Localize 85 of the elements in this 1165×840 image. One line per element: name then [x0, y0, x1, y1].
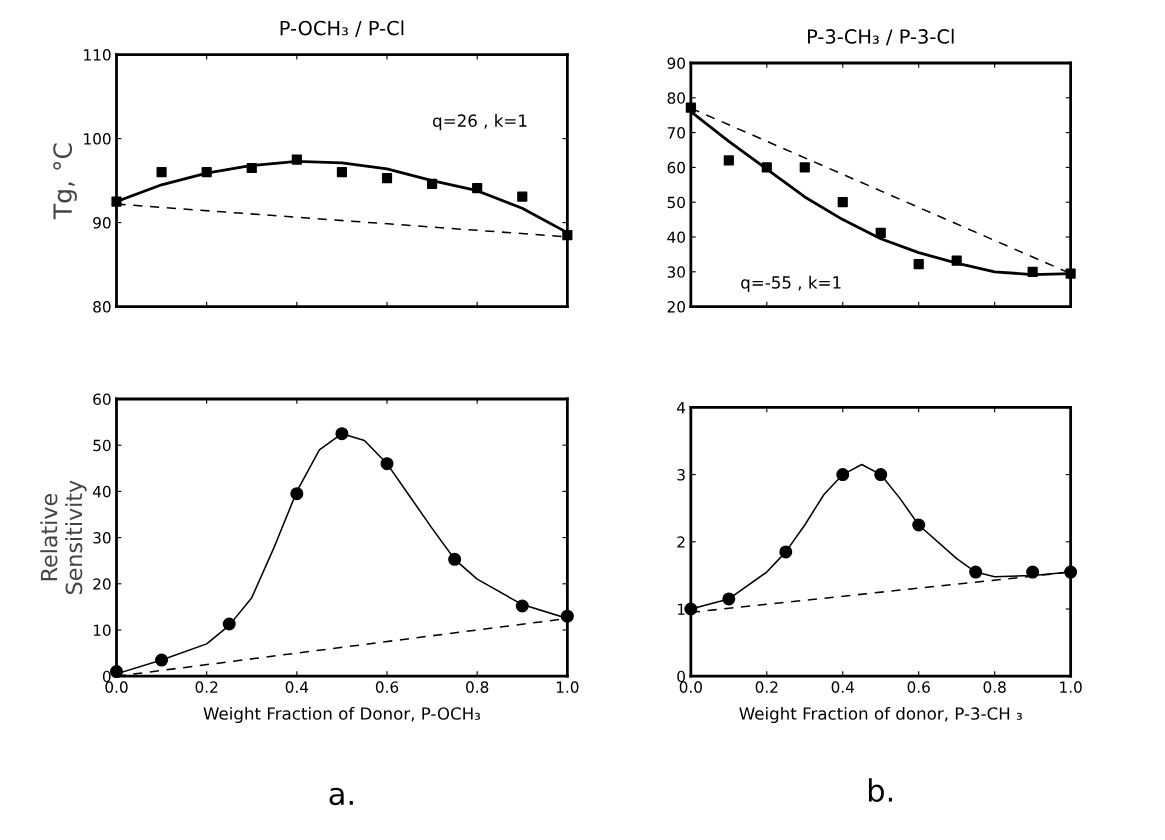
- point: [111, 196, 122, 207]
- y-tick-label: 90: [667, 57, 685, 70]
- point: [799, 162, 810, 173]
- y-tick-label: 30: [93, 532, 111, 544]
- y-tick-label: 60: [667, 161, 685, 174]
- point: [291, 154, 302, 165]
- point: [380, 457, 394, 471]
- point: [875, 227, 886, 238]
- x-axis-title: Weight Fraction of Donor, P-OCH₃: [203, 706, 481, 724]
- point: [779, 545, 793, 559]
- x-tick-label: 0.6: [375, 681, 399, 693]
- point: [381, 172, 393, 184]
- y-axis-title: Relative Sensitivity: [40, 480, 87, 594]
- text: b.: [868, 778, 892, 802]
- point: [723, 155, 734, 166]
- point: [1065, 268, 1076, 279]
- point: [836, 468, 850, 482]
- annotation: q=26 , k=1: [433, 114, 527, 131]
- y-tick-label: 80: [667, 92, 685, 104]
- point: [912, 518, 926, 532]
- x-axis-title: Weight Fraction of donor, P-3-CH ₃: [739, 706, 1022, 724]
- y-tick-label: 2: [677, 536, 685, 548]
- point: [562, 230, 573, 241]
- point: [761, 162, 772, 173]
- x-tick-label: 1.0: [556, 681, 579, 693]
- x-tick-label: 0.2: [755, 681, 778, 693]
- x-tick-label: 0.6: [907, 681, 930, 693]
- y-tick-label: 50: [93, 439, 111, 452]
- y-tick-label: 40: [92, 485, 111, 498]
- x-tick-label: 1.0: [1060, 681, 1082, 693]
- y-tick-label: 3: [677, 469, 685, 481]
- point: [684, 602, 698, 616]
- point: [336, 167, 348, 178]
- x-tick-label: 0.8: [983, 681, 1006, 693]
- x-tick-label: 0.8: [466, 681, 489, 693]
- x-tick-label: 0.0: [105, 681, 128, 693]
- y-tick-label: 0: [102, 670, 111, 683]
- point: [1026, 565, 1040, 579]
- y-tick-label: 20: [93, 578, 111, 590]
- point: [222, 617, 236, 631]
- y-tick-label: 4: [677, 402, 686, 414]
- point: [874, 468, 888, 482]
- point: [290, 487, 304, 501]
- point: [685, 102, 696, 113]
- y-tick-label: 10: [93, 624, 111, 637]
- annotation: q=-55 , k=1: [741, 275, 841, 292]
- y-tick-label: 60: [93, 393, 111, 406]
- text: a.: [329, 787, 353, 806]
- y-tick-label: 90: [93, 217, 111, 229]
- point: [1064, 565, 1078, 579]
- point: [335, 427, 349, 441]
- point: [969, 565, 983, 579]
- y-tick-label: 50: [667, 196, 685, 209]
- y-tick-label: 1: [677, 603, 685, 615]
- y-tick-label: 20: [667, 301, 685, 313]
- point: [155, 653, 169, 667]
- x-tick-label: 0.4: [285, 681, 309, 693]
- y-tick-label: 70: [667, 127, 685, 139]
- point: [448, 552, 462, 566]
- point: [517, 191, 528, 202]
- x-tick-label: 0.4: [831, 681, 855, 693]
- point: [246, 162, 257, 174]
- y-tick-label: 0: [677, 670, 685, 683]
- point: [722, 592, 736, 606]
- point: [515, 599, 529, 613]
- point: [156, 167, 167, 178]
- point: [913, 259, 924, 270]
- point: [951, 255, 962, 266]
- y-tick-label: 80: [93, 301, 111, 313]
- x-tick-label: 0.2: [195, 681, 218, 693]
- point: [427, 178, 438, 190]
- point: [472, 183, 483, 194]
- point: [1027, 266, 1038, 277]
- point: [109, 665, 124, 679]
- point: [201, 167, 212, 178]
- y-tick-label: 110: [84, 49, 111, 61]
- chart-title: P-3-CH₃ / P-3-Cl: [808, 28, 954, 46]
- y-tick-label: 100: [84, 133, 111, 145]
- chart-title: P-OCH₃ / P-Cl: [280, 20, 404, 37]
- y-axis-title: Tg, °C: [53, 143, 77, 220]
- y-tick-label: 40: [667, 231, 685, 244]
- point: [560, 609, 574, 623]
- y-tick-label: 30: [667, 266, 685, 278]
- point: [837, 197, 848, 208]
- x-tick-label: 0.0: [679, 681, 702, 693]
